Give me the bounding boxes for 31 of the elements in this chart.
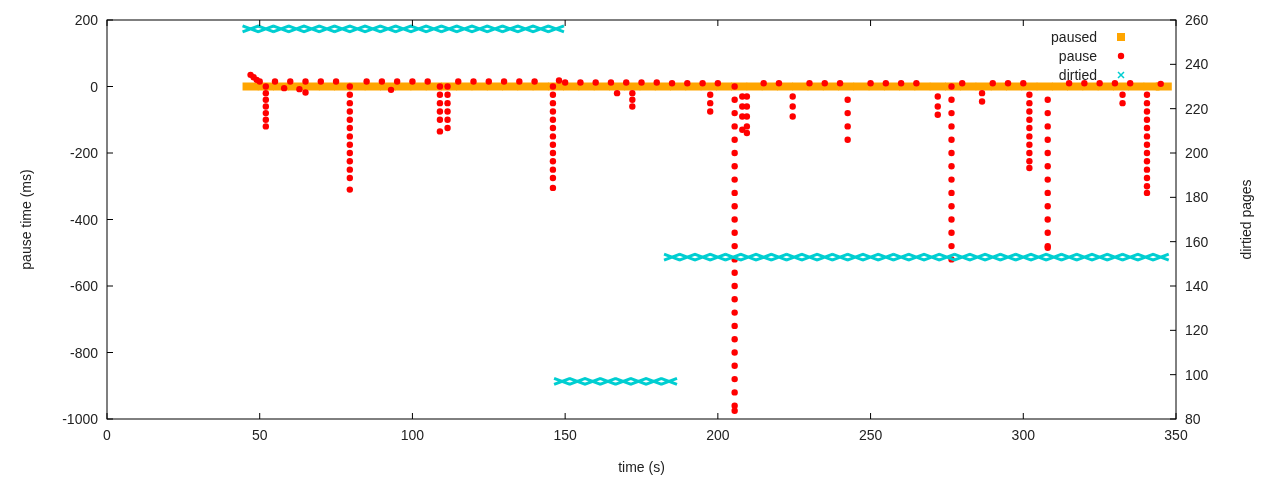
- y2-tick-label: 160: [1185, 233, 1209, 250]
- y-tick-label: -200: [69, 145, 99, 161]
- y-axis-title: pause time (ms): [18, 169, 34, 270]
- x-tick-label: 300: [1011, 427, 1036, 443]
- y-tick-label: -1000: [62, 411, 99, 427]
- x-tick-label: 100: [400, 427, 425, 443]
- y2-tick-label: 80: [1185, 411, 1201, 427]
- x-axis-title: time (s): [618, 459, 665, 475]
- y2-axis-title: dirtied pages: [1238, 179, 1254, 260]
- y2-tick-label: 200: [1185, 145, 1209, 161]
- x-tick-label: 250: [858, 427, 883, 443]
- y-tick-label: -800: [69, 344, 99, 361]
- x-tick-label: 200: [706, 427, 730, 443]
- y-tick-label: -600: [69, 278, 99, 294]
- x-tick-label: 50: [251, 427, 268, 443]
- y-tick-label: -400: [69, 211, 99, 228]
- legend-label: paused: [1051, 29, 1097, 45]
- y-tick-label: 200: [74, 12, 99, 28]
- legend-label: pause: [1058, 48, 1098, 64]
- legend-label: dirtied: [1058, 67, 1097, 83]
- y2-tick-label: 260: [1185, 12, 1209, 28]
- y2-tick-label: 140: [1185, 278, 1209, 294]
- x-tick-label: 350: [1164, 427, 1188, 443]
- y2-tick-label: 240: [1185, 56, 1209, 73]
- y2-tick-label: 180: [1185, 189, 1209, 206]
- y2-tick-label: 100: [1185, 366, 1209, 383]
- x-tick-label: 0: [103, 427, 112, 443]
- y-tick-label: 0: [90, 78, 99, 95]
- y2-tick-label: 120: [1185, 322, 1209, 339]
- y2-tick-label: 220: [1185, 100, 1209, 117]
- x-tick-label: 150: [553, 427, 578, 443]
